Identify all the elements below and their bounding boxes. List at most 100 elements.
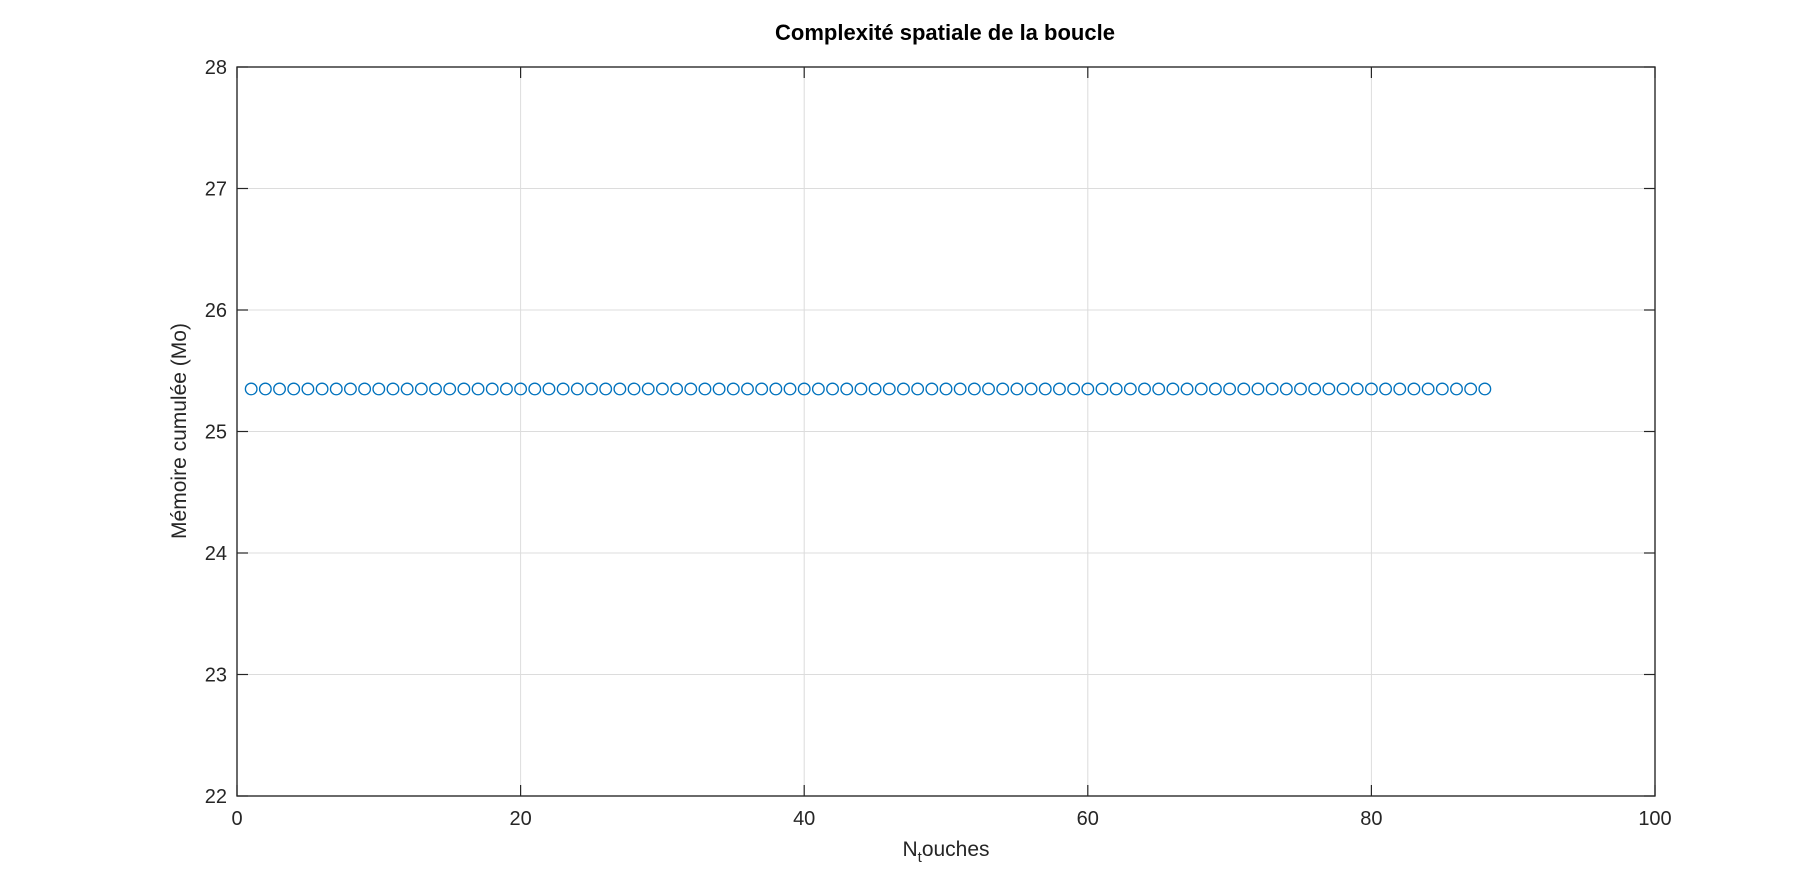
data-point (343, 382, 357, 396)
plot-frame (236, 66, 1656, 797)
y-tick-label: 22 (205, 786, 227, 808)
data-point (698, 382, 712, 396)
data-point (1464, 382, 1478, 396)
data-point (1024, 382, 1038, 396)
data-point (570, 382, 584, 396)
data-point (1393, 382, 1407, 396)
data-point (1109, 382, 1123, 396)
data-point (868, 382, 882, 396)
data-point (670, 382, 684, 396)
data-point (1435, 382, 1449, 396)
data-point (414, 382, 428, 396)
x-tick-label: 60 (1077, 808, 1099, 830)
data-point (712, 382, 726, 396)
data-point (372, 382, 386, 396)
x-axis-label-main: N (902, 838, 917, 861)
data-point (797, 382, 811, 396)
data-point (996, 382, 1010, 396)
data-point (755, 382, 769, 396)
data-point (400, 382, 414, 396)
data-point (556, 382, 570, 396)
data-point (953, 382, 967, 396)
data-point (1407, 382, 1421, 396)
y-axis-label: Mémoire cumulée (Mo) (168, 323, 191, 539)
data-point (585, 382, 598, 396)
data-point (854, 382, 868, 396)
data-point (1308, 382, 1322, 396)
data-point (301, 382, 315, 396)
y-tick-label: 25 (205, 422, 227, 444)
data-point (471, 382, 485, 396)
data-point (599, 382, 613, 396)
data-point (840, 382, 854, 396)
x-tick-label: 100 (1638, 808, 1671, 830)
data-point (982, 382, 995, 396)
data-point (386, 382, 400, 396)
data-point (287, 382, 301, 396)
data-point (641, 382, 655, 396)
data-point (1279, 382, 1293, 396)
x-tick-label: 0 (231, 808, 242, 830)
data-point (769, 382, 783, 396)
data-point (1223, 382, 1237, 396)
y-tick-label: 23 (205, 665, 227, 687)
data-point (1067, 382, 1081, 396)
y-tick-label: 28 (205, 57, 227, 79)
data-point (1322, 382, 1336, 396)
data-point (485, 382, 499, 396)
data-point (1237, 382, 1251, 396)
data-point (358, 382, 372, 396)
data-point (925, 382, 939, 396)
data-point (1166, 382, 1180, 396)
x-tick-label: 20 (509, 808, 531, 830)
data-point (613, 382, 627, 396)
x-tick-label: 80 (1360, 808, 1382, 830)
chart-title: Complexité spatiale de la boucle (775, 20, 1115, 45)
data-point (1208, 382, 1222, 396)
data-point (1095, 382, 1109, 396)
data-point (542, 382, 556, 396)
data-point (1251, 382, 1265, 396)
data-point (1421, 382, 1435, 396)
data-point (655, 382, 669, 396)
data-point (1038, 382, 1052, 396)
data-point (897, 382, 910, 396)
data-point (1152, 382, 1166, 396)
data-point (911, 382, 925, 396)
data-point (882, 382, 896, 396)
data-point (244, 382, 258, 396)
data-point (1478, 382, 1492, 396)
data-point (684, 382, 698, 396)
data-point (741, 382, 754, 396)
data-point (528, 382, 542, 396)
data-point (1350, 382, 1364, 396)
data-point (1138, 382, 1151, 396)
y-tick-label: 26 (205, 300, 227, 322)
data-point (939, 382, 953, 396)
data-point (429, 382, 442, 396)
data-point (273, 382, 286, 396)
data-point (726, 382, 740, 396)
tick-labels: 0 20 40 60 80 100 22 23 24 25 26 27 28 (205, 57, 1672, 830)
data-point (1379, 382, 1393, 396)
y-tick-label: 27 (205, 179, 227, 201)
x-axis-label-rest: ouches (922, 838, 990, 861)
data-point (967, 382, 981, 396)
data-point (1336, 382, 1350, 396)
data-point (1180, 382, 1194, 396)
data-point (1123, 382, 1137, 396)
data-point (1450, 382, 1463, 396)
data-point (1010, 382, 1024, 396)
data-point (499, 382, 513, 396)
data-point (1364, 382, 1378, 396)
data-point (1265, 382, 1279, 396)
data-point (457, 382, 471, 396)
data-point (1081, 382, 1095, 396)
data-point (258, 382, 272, 396)
x-tick-label: 40 (793, 808, 815, 830)
data-point (329, 382, 343, 396)
y-tick-label: 24 (205, 543, 227, 565)
data-point (1194, 382, 1208, 396)
grid (237, 67, 1655, 796)
data-point (1294, 382, 1307, 396)
